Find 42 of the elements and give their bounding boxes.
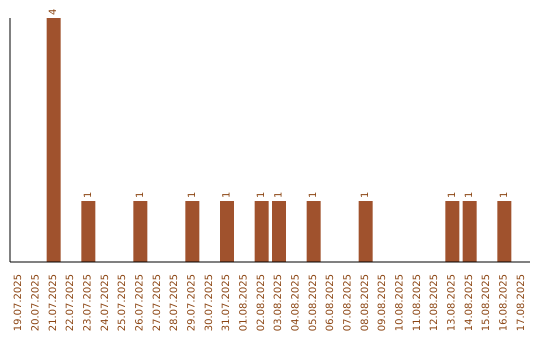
x-tick-label: 30.07.2025 <box>204 274 215 332</box>
x-tick-label: 14.08.2025 <box>464 274 475 332</box>
x-tick-label: 04.08.2025 <box>290 274 302 332</box>
x-tick-label: 12.08.2025 <box>429 274 440 332</box>
x-tick-label: 22.07.2025 <box>65 274 76 332</box>
x-tick-label: 02.08.2025 <box>256 274 267 332</box>
x-tick-label: 11.08.2025 <box>412 274 423 332</box>
x-tick-label: 24.07.2025 <box>100 274 111 332</box>
x-tick-label: 10.08.2025 <box>394 274 406 332</box>
x-tick-label: 15.08.2025 <box>481 274 492 332</box>
x-tick-label: 23.07.2025 <box>82 274 94 332</box>
x-tick-label: 27.07.2025 <box>152 274 163 332</box>
x-tick-label: 13.08.2025 <box>446 274 458 332</box>
data-label: 1 <box>186 192 198 198</box>
x-tick-label: 19.07.2025 <box>13 274 24 332</box>
x-tick-label: 06.08.2025 <box>325 274 336 332</box>
x-tick-label: 21.07.2025 <box>48 274 59 332</box>
x-tick-label: 28.07.2025 <box>169 274 180 332</box>
x-tick-label: 31.07.2025 <box>221 274 232 332</box>
data-label: 1 <box>360 192 372 198</box>
data-label: 1 <box>498 192 510 198</box>
data-label: 1 <box>464 192 476 198</box>
data-label: 1 <box>134 192 146 198</box>
data-label: 1 <box>308 192 320 198</box>
data-label: 1 <box>82 192 94 198</box>
data-label: 1 <box>222 192 232 198</box>
x-tick-label: 16.08.2025 <box>498 274 510 332</box>
x-tick-label: 20.07.2025 <box>30 274 42 332</box>
data-label: 4 <box>48 8 60 15</box>
x-tick-label: 05.08.2025 <box>308 274 319 332</box>
x-tick-label: 25.07.2025 <box>117 274 128 332</box>
x-tick-label: 09.08.2025 <box>377 274 388 332</box>
data-label: 1 <box>274 192 284 198</box>
x-tick-label: 03.08.2025 <box>273 274 284 332</box>
data-label: 1 <box>446 192 458 198</box>
x-tick-label: 01.08.2025 <box>238 274 250 332</box>
x-tick-label: 17.08.2025 <box>516 274 527 332</box>
x-tick-label: 26.07.2025 <box>134 274 146 332</box>
x-tick-label: 07.08.2025 <box>342 274 354 332</box>
x-tick-label: 29.07.2025 <box>186 274 198 332</box>
data-label: 1 <box>256 192 268 198</box>
x-tick-label: 08.08.2025 <box>360 274 371 332</box>
